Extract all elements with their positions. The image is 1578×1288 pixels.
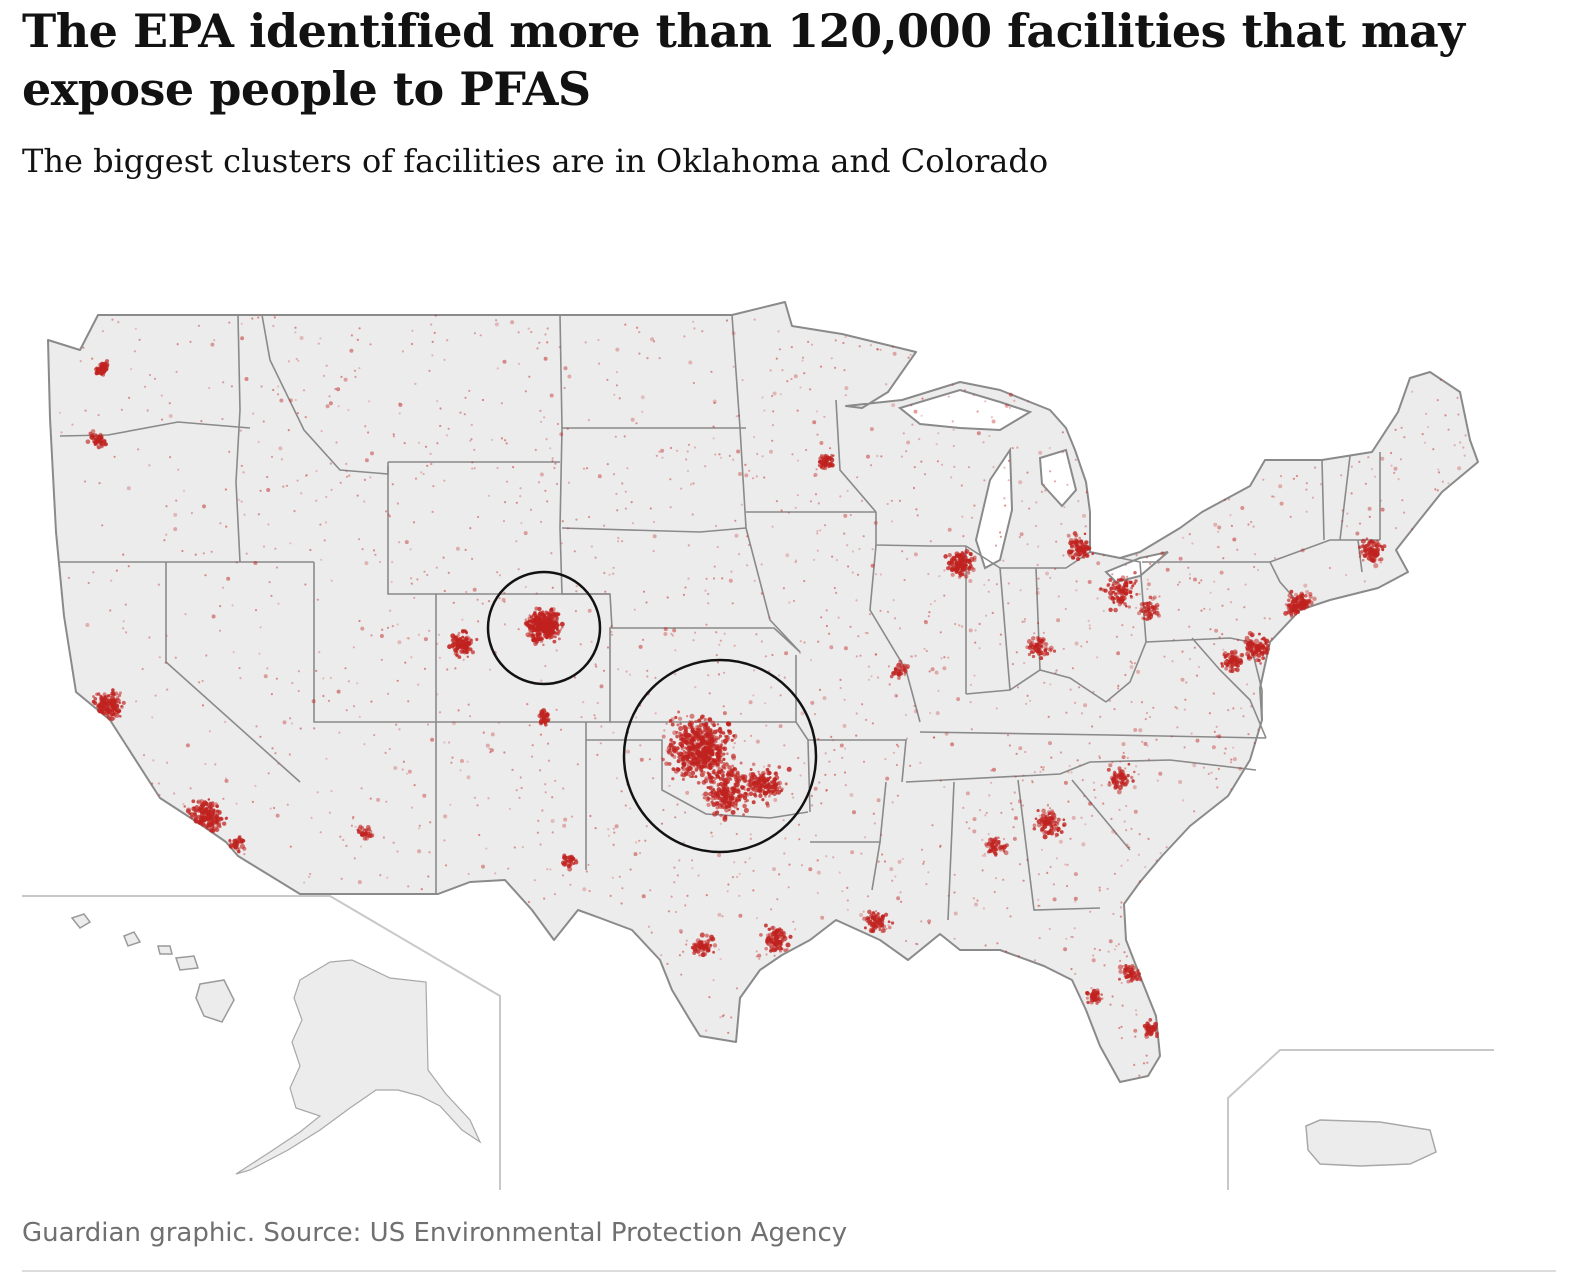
alaska-inset [235,959,482,1175]
alaska-hawaii-inset-frame [22,895,501,1190]
colorado-cluster-ring [486,570,602,686]
great-lakes [897,388,1169,584]
us-contiguous-outline [47,301,1479,1083]
hawaii-inset [70,913,235,1023]
facilities-map [0,290,1578,1200]
puerto-rico-inset-frame [1227,1049,1494,1190]
headline: The EPA identified more than 120,000 fac… [22,4,1465,116]
footer-rule [22,1270,1556,1272]
puerto-rico-inset [1305,1119,1437,1167]
oklahoma-cluster-ring [622,658,818,854]
facility-dots-layer [58,314,1467,1077]
us-facilities-map-svg [22,301,1494,1190]
standfirst: The biggest clusters of facilities are i… [22,142,1049,180]
source-credit: Guardian graphic. Source: US Environment… [22,1218,848,1248]
